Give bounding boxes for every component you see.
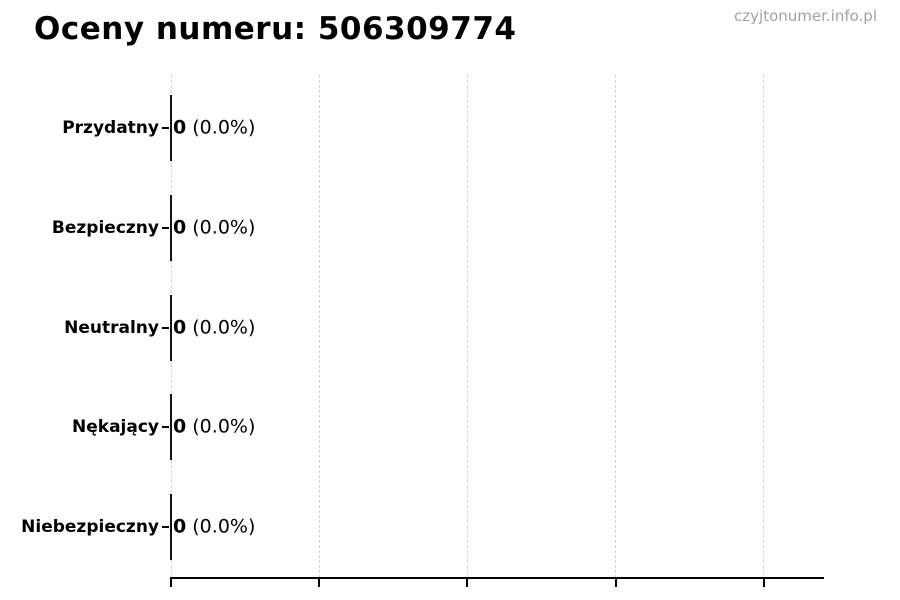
x-axis-line — [170, 577, 824, 579]
vote-count: 0 — [173, 316, 187, 339]
y-axis-tick — [162, 127, 169, 129]
y-axis-tick — [162, 226, 169, 229]
y-axis-tick — [162, 426, 169, 429]
watermark-text: czyjtonumer.info.pl — [734, 7, 877, 25]
x-gridline — [763, 75, 765, 578]
x-axis-tick — [170, 579, 172, 587]
y-axis-tick — [162, 526, 169, 528]
bar-value-label: 0 (0.0%) — [173, 516, 255, 538]
vote-percent: (0.0%) — [186, 316, 256, 339]
x-axis-tick — [614, 579, 617, 587]
bar-value-label: 0 (0.0%) — [173, 117, 255, 139]
x-axis-tick — [318, 579, 321, 587]
bar — [170, 294, 172, 361]
bar-value-label: 0 (0.0%) — [173, 416, 255, 438]
bar — [170, 194, 172, 261]
bar-value-label: 0 (0.0%) — [173, 316, 255, 338]
category-label: Przydatny — [62, 118, 159, 138]
vote-count: 0 — [173, 116, 187, 139]
vote-count: 0 — [173, 515, 187, 538]
category-label: Bezpieczny — [51, 217, 159, 238]
x-gridline — [318, 75, 320, 578]
x-gridline — [466, 75, 468, 578]
y-axis-tick — [162, 326, 169, 329]
vote-count: 0 — [173, 415, 187, 438]
x-axis-tick — [762, 579, 765, 587]
x-gridline — [615, 75, 617, 578]
bar-value-label: 0 (0.0%) — [173, 216, 255, 238]
vote-percent: (0.0%) — [186, 415, 256, 438]
chart-title: Oceny numeru: 506309774 — [34, 11, 517, 47]
category-label: Nękający — [72, 417, 159, 438]
x-axis-tick — [466, 579, 469, 587]
category-label: Niebezpieczny — [21, 517, 159, 537]
bar — [170, 394, 172, 461]
vote-count: 0 — [173, 216, 187, 239]
category-label: Neutralny — [64, 317, 159, 338]
vote-percent: (0.0%) — [186, 216, 256, 239]
vote-percent: (0.0%) — [186, 116, 256, 139]
vote-percent: (0.0%) — [186, 515, 256, 538]
bar — [170, 95, 172, 161]
bar — [170, 494, 172, 560]
